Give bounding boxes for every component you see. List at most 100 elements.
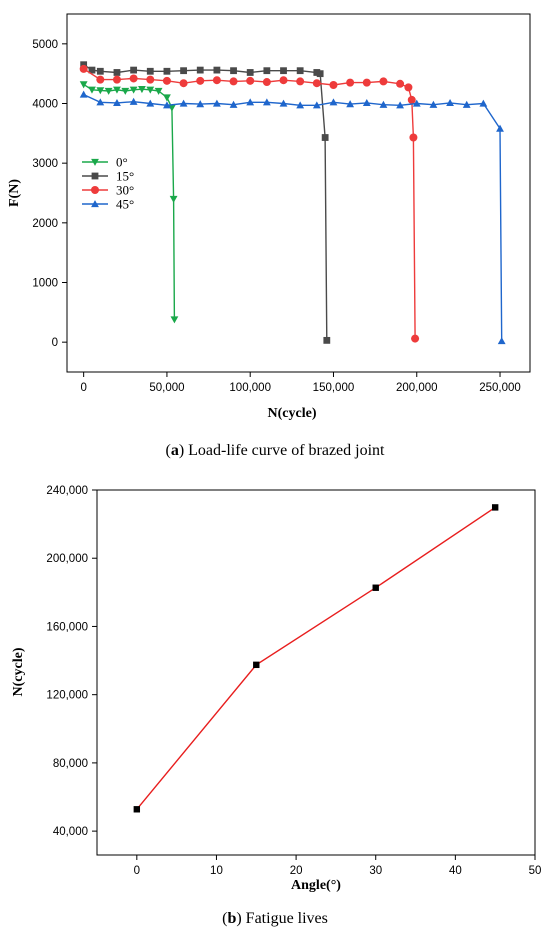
- data-point-1: [246, 69, 254, 76]
- x-tick-label-b: 50: [529, 865, 542, 877]
- data-point-0: [104, 87, 113, 95]
- data-point-b-0: [133, 806, 141, 813]
- data-point-2: [162, 76, 171, 85]
- data-point-2: [404, 83, 413, 92]
- data-point-0: [129, 86, 138, 94]
- data-point-1: [163, 67, 171, 75]
- y-tick-label-a: 0: [52, 337, 58, 349]
- data-point-0: [113, 86, 121, 94]
- x-tick-label-b: 30: [369, 865, 382, 877]
- data-point-3: [379, 100, 388, 108]
- data-point-3: [146, 99, 155, 107]
- data-point-0: [146, 86, 155, 94]
- data-point-b-0: [253, 661, 260, 669]
- y-tick-label-b: 240,000: [46, 485, 88, 497]
- data-point-1: [88, 66, 96, 74]
- data-point-0: [88, 86, 96, 94]
- data-point-2: [146, 75, 155, 84]
- legend-marker-0: [91, 158, 99, 166]
- data-point-2: [229, 77, 238, 86]
- data-point-2: [112, 75, 121, 84]
- legend-label-2: 30°: [116, 183, 134, 198]
- data-point-0: [170, 316, 179, 324]
- data-point-2: [362, 78, 371, 87]
- data-point-0: [169, 195, 178, 203]
- caption-b-text: Fatigue lives: [242, 910, 328, 927]
- data-point-1: [130, 66, 138, 74]
- data-point-2: [246, 76, 255, 85]
- plot-frame-a: [66, 13, 531, 373]
- y-tick-label-a: 3000: [32, 158, 58, 170]
- data-point-3: [129, 97, 138, 105]
- data-point-1: [263, 67, 271, 75]
- data-point-3: [246, 98, 255, 106]
- data-point-2: [262, 78, 271, 87]
- data-point-3: [396, 101, 405, 109]
- data-point-1: [113, 69, 121, 76]
- data-point-2: [379, 77, 388, 86]
- data-point-3: [446, 98, 454, 107]
- caption-a-text: Load-life curve of brazed joint: [184, 442, 385, 459]
- data-point-0: [138, 86, 146, 94]
- data-point-3: [179, 99, 188, 107]
- load-life-chart: 0 50,000 100,000 150,000 200,000 250,000 0 1000…: [7, 13, 531, 459]
- y-axis-label-b: N(cycle): [11, 647, 26, 696]
- data-point-0: [79, 81, 88, 89]
- legend-label-0: 0°: [116, 155, 128, 170]
- axis-ticks-b: 0 10 20 30 40 50 40,000 80,000 120,000 160,000 200…: [46, 485, 541, 877]
- data-point-2: [396, 79, 405, 88]
- data-point-1: [80, 61, 88, 69]
- x-axis-label-a: N(cycle): [268, 406, 317, 421]
- data-point-3: [79, 90, 88, 98]
- data-point-0: [154, 87, 163, 95]
- data-point-3: [96, 98, 105, 106]
- y-tick-label-a: 5000: [32, 39, 58, 51]
- data-point-2: [411, 334, 420, 343]
- data-point-1: [146, 67, 154, 75]
- series-group-a: [79, 61, 506, 345]
- data-point-2: [129, 74, 138, 83]
- x-tick-label-b: 0: [134, 865, 140, 877]
- data-point-1: [296, 67, 304, 75]
- caption-b-letter: b: [227, 910, 236, 927]
- data-point-2: [409, 133, 418, 142]
- data-point-2: [279, 76, 288, 85]
- data-point-3: [212, 99, 221, 107]
- data-point-3: [479, 99, 488, 107]
- data-point-1: [280, 67, 287, 75]
- data-point-2: [196, 76, 205, 85]
- data-point-1: [213, 66, 221, 74]
- data-point-3: [497, 337, 506, 345]
- data-point-2: [346, 78, 355, 87]
- y-tick-label-a: 1000: [32, 278, 58, 290]
- data-point-3: [262, 98, 271, 106]
- caption-a-letter: a: [171, 442, 179, 459]
- y-tick-label-b: 200,000: [46, 553, 88, 565]
- data-point-3: [496, 124, 504, 132]
- series-group-b: [133, 504, 499, 813]
- y-tick-label-b: 160,000: [46, 621, 88, 633]
- legend-marker-3: [91, 200, 99, 208]
- data-point-3: [296, 101, 305, 109]
- y-tick-label-b: 120,000: [46, 690, 88, 702]
- series-line-b-0: [136, 506, 496, 810]
- data-point-3: [113, 98, 121, 107]
- legend-label-1: 15°: [116, 169, 134, 184]
- data-point-2: [407, 95, 416, 104]
- caption-a: (a) Load-life curve of brazed joint: [165, 442, 385, 459]
- data-point-2: [212, 76, 221, 85]
- data-point-1: [96, 67, 104, 75]
- data-point-2: [296, 77, 305, 86]
- y-tick-label-b: 40,000: [53, 826, 88, 838]
- data-point-2: [79, 64, 88, 73]
- data-point-1: [196, 66, 204, 74]
- plot-frame-b: [96, 489, 536, 856]
- data-point-1: [323, 336, 331, 344]
- data-point-2: [96, 75, 105, 84]
- y-tick-label-a: 4000: [32, 99, 58, 111]
- x-tick-label-b: 40: [449, 865, 462, 877]
- data-point-0: [163, 94, 171, 102]
- axis-ticks-a: 0 50,000 100,000 150,000 200,000 250,000 0 1000…: [32, 39, 520, 394]
- data-point-0: [121, 87, 130, 95]
